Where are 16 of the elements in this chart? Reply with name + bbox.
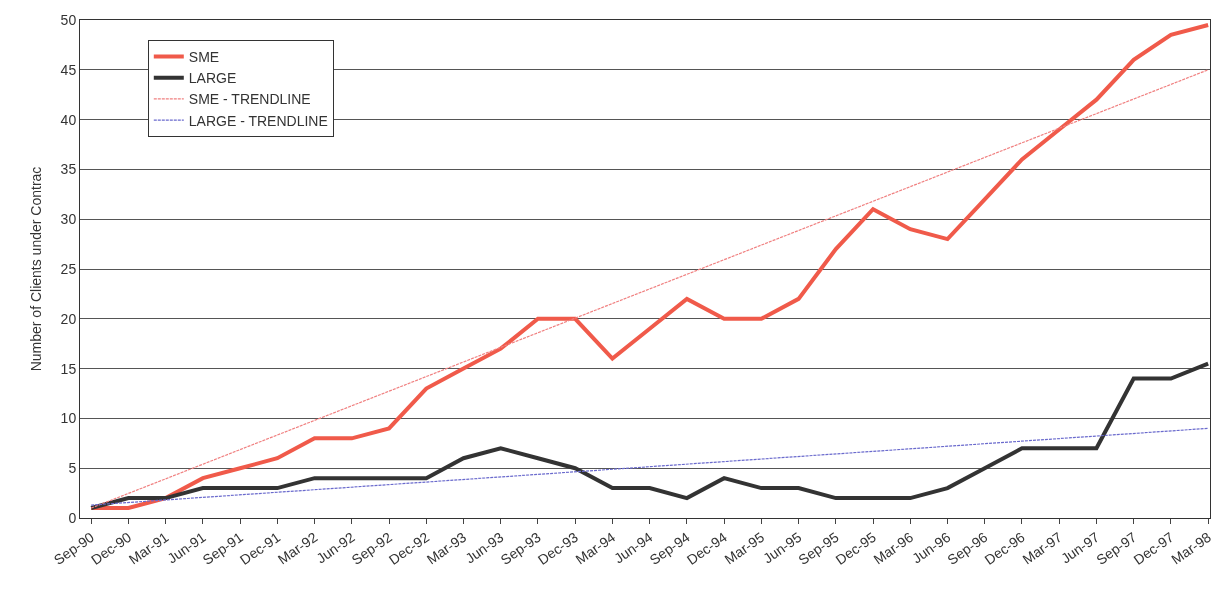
- y-tick-label: 0: [68, 509, 77, 526]
- legend-label: LARGE - TRENDLINE: [188, 112, 328, 129]
- y-tick-label: 10: [60, 410, 77, 427]
- legend-label: LARGE: [188, 70, 237, 87]
- y-tick-label: 45: [60, 61, 77, 78]
- y-tick-label: 15: [60, 360, 77, 377]
- legend-label: SME - TRENDLINE: [188, 91, 311, 108]
- y-tick-label: 5: [68, 460, 77, 477]
- y-axis-title: Number of Clients under Contrac: [28, 166, 45, 372]
- y-tick-label: 30: [60, 211, 77, 228]
- y-tick-label: 20: [60, 310, 77, 327]
- legend-label: SME: [188, 48, 220, 65]
- y-tick-label: 25: [60, 260, 77, 277]
- y-tick-label: 50: [60, 11, 77, 28]
- y-tick-label: 40: [60, 111, 77, 128]
- y-tick-label: 35: [60, 161, 77, 178]
